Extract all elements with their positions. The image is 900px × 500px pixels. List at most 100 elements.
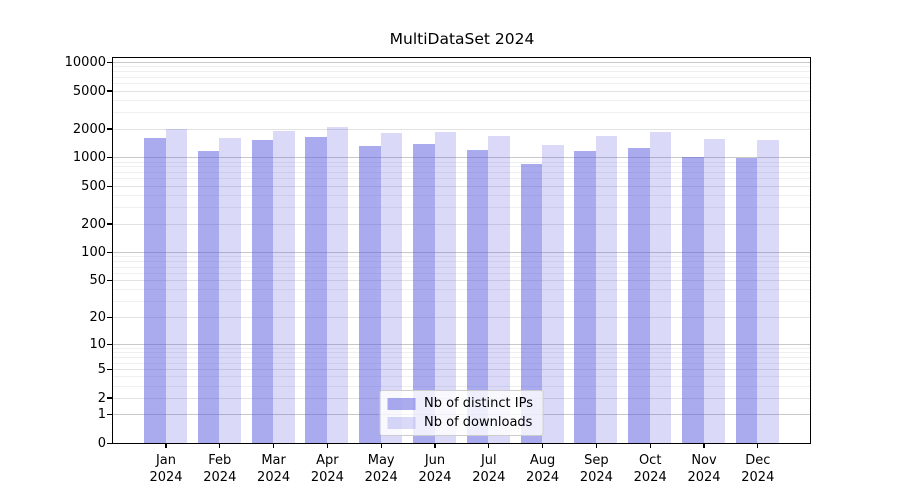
y-gridline [113, 195, 810, 196]
x-tick-mark [541, 443, 544, 448]
x-tick-mark [757, 443, 759, 448]
x-tick-label-year: 2024 [149, 470, 183, 485]
bar-distinct-ips [520, 164, 543, 443]
y-tick-label: 2000 [72, 121, 106, 137]
x-tick-label-year: 2024 [687, 470, 721, 485]
y-gridline [113, 90, 810, 92]
y-tick-label: 2 [97, 390, 106, 406]
y-tick-label: 10000 [64, 54, 106, 70]
y-tick-label: 100 [81, 245, 106, 261]
y-gridline [113, 99, 810, 101]
y-gridline [113, 185, 810, 187]
y-tick-mark [107, 368, 112, 371]
x-tick-label-year: 2024 [526, 470, 560, 485]
y-tick-mark [107, 442, 112, 445]
y-gridline [113, 376, 810, 378]
bar-distinct-ips [574, 151, 596, 443]
y-gridline [113, 76, 810, 78]
y-tick-mark [107, 316, 112, 319]
y-gridline [113, 256, 810, 258]
legend: Nb of distinct IPs Nb of downloads [379, 390, 544, 436]
x-tick-mark [595, 443, 598, 448]
x-tick-mark [703, 443, 705, 448]
y-tick-label: 10 [89, 336, 106, 352]
x-tick-label-month: Apr [316, 453, 339, 468]
y-gridline [113, 357, 810, 358]
x-tick-mark [165, 443, 167, 448]
y-gridline [113, 223, 810, 225]
x-tick-label: Nov 2024 [664, 452, 744, 486]
y-gridline [113, 266, 810, 268]
y-tick-label: 200 [81, 216, 106, 232]
bar-distinct-ips [144, 137, 166, 443]
y-tick-mark [107, 343, 112, 345]
y-tick-mark [107, 128, 112, 130]
y-gridline [113, 111, 810, 113]
x-tick-label: Sep 2024 [556, 452, 636, 486]
x-tick-label: Feb 2024 [180, 452, 260, 486]
x-tick-mark [649, 443, 651, 448]
x-tick-mark [272, 443, 275, 448]
y-tick-label: 1000 [72, 150, 106, 166]
y-gridline-decade [113, 343, 810, 345]
x-tick-label-month: Jan [155, 453, 177, 468]
y-gridline [113, 362, 810, 364]
x-tick-label: Jul 2024 [449, 452, 529, 486]
x-tick-label-year: 2024 [257, 470, 291, 485]
x-tick-mark [219, 443, 221, 448]
y-gridline [113, 347, 810, 349]
x-tick-label-year: 2024 [418, 470, 452, 485]
x-tick-label: Dec 2024 [718, 452, 798, 486]
x-tick-label-month: Aug [529, 453, 556, 468]
y-tick-mark [107, 397, 112, 399]
x-tick-label-year: 2024 [203, 470, 237, 485]
bar-distinct-ips [628, 147, 650, 443]
y-tick-mark [107, 185, 112, 187]
bar-distinct-ips [413, 144, 435, 443]
bar-downloads [649, 131, 672, 443]
y-gridline [113, 166, 810, 168]
x-tick-label-year: 2024 [579, 470, 613, 485]
bar-distinct-ips [197, 151, 220, 443]
x-tick-mark [434, 443, 436, 448]
y-tick-mark [107, 414, 112, 416]
y-tick-mark [107, 251, 112, 254]
bar-downloads [380, 133, 403, 443]
y-gridline [113, 66, 810, 68]
x-tick-label: Apr 2024 [287, 452, 367, 486]
x-tick-label-month: May [367, 453, 395, 468]
y-gridline [113, 272, 810, 274]
x-tick-label: May 2024 [341, 452, 421, 486]
legend-swatch-distinct-ips [387, 397, 416, 410]
bar-downloads [488, 136, 510, 443]
y-tick-mark [107, 61, 112, 64]
x-tick-label-year: 2024 [364, 470, 398, 485]
x-tick-mark [488, 443, 490, 448]
x-tick-label-month: Feb [208, 453, 232, 468]
y-gridline [113, 300, 810, 302]
bar-downloads [542, 144, 564, 443]
bar-downloads [219, 137, 241, 443]
legend-swatch-downloads [387, 416, 416, 429]
bar-downloads [757, 140, 779, 443]
bar-distinct-ips [466, 150, 489, 443]
bar-distinct-ips [251, 140, 274, 443]
legend-row-downloads: Nb of downloads [387, 415, 533, 430]
y-gridline [113, 206, 810, 208]
y-tick-label: 1 [97, 407, 106, 423]
y-tick-label: 5000 [72, 83, 106, 99]
legend-row-distinct-ips: Nb of distinct IPs [387, 396, 533, 411]
plot-area: Nb of distinct IPs Nb of downloads [112, 57, 811, 444]
y-gridline-decade [113, 252, 810, 254]
bar-downloads [434, 131, 456, 443]
y-gridline [113, 289, 810, 291]
y-tick-label: 0 [97, 436, 106, 451]
x-tick-label-month: Oct [638, 453, 662, 468]
y-gridline [113, 128, 810, 130]
y-gridline-decade [113, 61, 810, 63]
bar-distinct-ips [305, 137, 327, 443]
y-gridline [113, 317, 810, 318]
y-tick-mark [107, 157, 112, 159]
y-gridline-decade [113, 157, 810, 159]
y-gridline [113, 171, 810, 173]
